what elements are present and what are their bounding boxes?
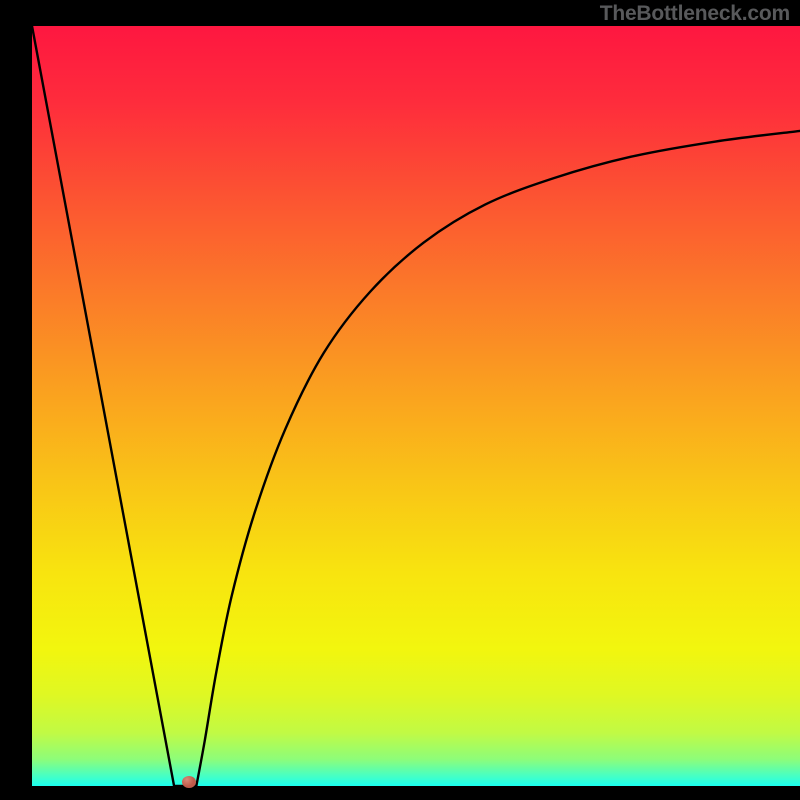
chart-frame: TheBottleneck.com	[0, 0, 800, 800]
watermark-text: TheBottleneck.com	[600, 2, 790, 26]
plot-area	[32, 26, 800, 786]
valley-marker	[182, 776, 196, 788]
